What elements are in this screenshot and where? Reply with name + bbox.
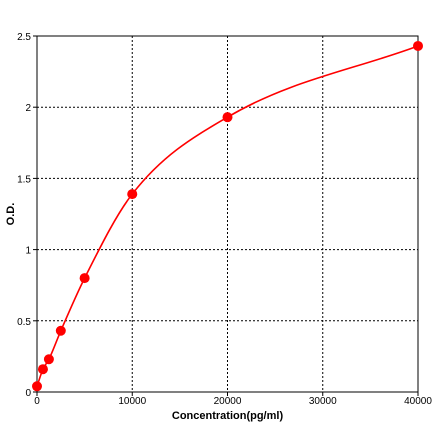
data-point bbox=[32, 381, 42, 392]
y-axis-label: O.D. bbox=[5, 203, 17, 226]
y-tick-label: 2.5 bbox=[17, 32, 31, 43]
data-point bbox=[222, 112, 233, 123]
x-tick-label: 30000 bbox=[309, 396, 337, 407]
x-tick-label: 20000 bbox=[214, 396, 242, 407]
y-axis: 0 0.5 1 1.5 2 2.5 bbox=[17, 32, 37, 399]
data-point bbox=[37, 364, 48, 375]
data-point bbox=[79, 273, 90, 284]
data-point bbox=[55, 325, 66, 336]
data-point bbox=[413, 40, 423, 51]
grid-lines bbox=[37, 36, 418, 392]
y-tick-label: 1 bbox=[25, 246, 31, 257]
x-axis-label: Concentration(pg/ml) bbox=[172, 410, 284, 422]
data-point bbox=[43, 354, 54, 365]
y-tick-label: 0.5 bbox=[17, 317, 31, 328]
data-point bbox=[127, 189, 138, 200]
x-axis: 0 10000 20000 30000 40000 bbox=[34, 392, 432, 407]
y-tick-label: 2 bbox=[25, 103, 31, 114]
x-tick-label: 10000 bbox=[118, 396, 146, 407]
data-points bbox=[32, 40, 423, 392]
x-tick-label: 40000 bbox=[404, 396, 432, 407]
y-tick-label: 0 bbox=[25, 388, 31, 399]
x-tick-label: 0 bbox=[34, 396, 40, 407]
y-tick-label: 1.5 bbox=[17, 174, 31, 185]
